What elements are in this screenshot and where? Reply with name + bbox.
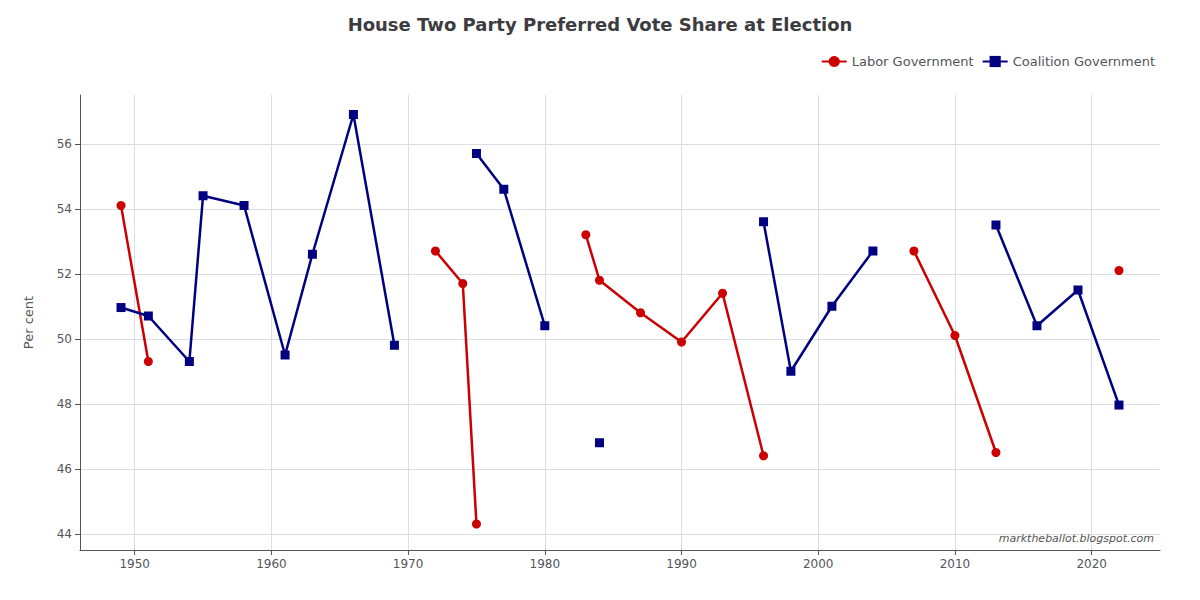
svg-text:46: 46 bbox=[57, 462, 72, 476]
svg-text:52: 52 bbox=[57, 267, 72, 281]
svg-text:House Two Party Preferred Vote: House Two Party Preferred Vote Share at … bbox=[348, 14, 853, 35]
svg-text:Per cent: Per cent bbox=[21, 296, 36, 349]
svg-text:2000: 2000 bbox=[803, 557, 834, 571]
svg-text:Labor Government: Labor Government bbox=[852, 54, 974, 69]
svg-text:marktheballot.blogspot.com: marktheballot.blogspot.com bbox=[999, 532, 1154, 545]
svg-text:54: 54 bbox=[57, 202, 72, 216]
svg-text:48: 48 bbox=[57, 397, 72, 411]
svg-text:1980: 1980 bbox=[530, 557, 561, 571]
svg-text:1950: 1950 bbox=[119, 557, 150, 571]
svg-text:44: 44 bbox=[57, 527, 72, 541]
svg-text:50: 50 bbox=[57, 332, 72, 346]
svg-text:1990: 1990 bbox=[666, 557, 697, 571]
svg-text:2020: 2020 bbox=[1076, 557, 1107, 571]
svg-text:1960: 1960 bbox=[256, 557, 287, 571]
svg-text:56: 56 bbox=[57, 137, 72, 151]
svg-text:2010: 2010 bbox=[940, 557, 971, 571]
svg-text:Coalition Government: Coalition Government bbox=[1013, 54, 1155, 69]
svg-text:1970: 1970 bbox=[393, 557, 424, 571]
